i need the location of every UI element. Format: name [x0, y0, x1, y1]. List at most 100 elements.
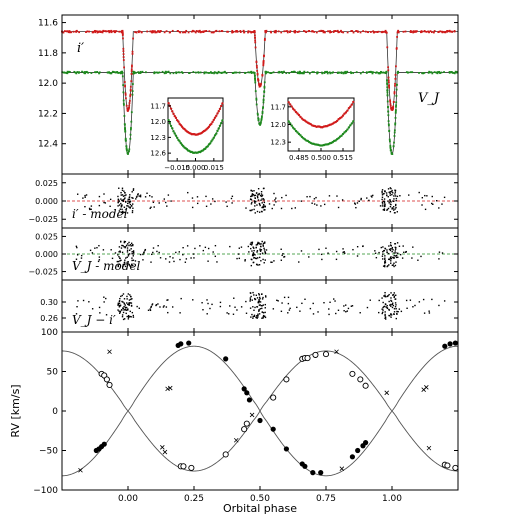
residual-point: [151, 196, 153, 198]
residual-point: [127, 205, 129, 207]
lc-point-1: [285, 72, 288, 75]
lc-point-0: [131, 50, 134, 53]
lc-point-1: [387, 114, 390, 117]
residual-point: [389, 187, 392, 189]
lc-point-0: [367, 31, 370, 34]
residual-point: [151, 303, 154, 305]
lc-point-0: [449, 30, 452, 33]
residual-point: [396, 211, 399, 213]
lc-point-1: [389, 144, 392, 147]
lc-point-0: [453, 30, 456, 33]
lc-point-1: [156, 71, 158, 74]
residual-point: [128, 244, 130, 247]
residual-point: [390, 256, 392, 258]
residual-point: [280, 259, 283, 261]
color-index-label: V_J − i′: [72, 313, 116, 327]
residual-point: [383, 305, 385, 308]
residual-point: [353, 202, 356, 204]
rv-primary-point: [302, 463, 308, 469]
residual-point: [159, 257, 162, 259]
lc-point-0: [99, 30, 101, 33]
lc-point-0: [126, 107, 129, 110]
residual-point: [263, 187, 265, 190]
lc-y-tick-label: 12.4: [38, 140, 58, 150]
residual-point: [391, 306, 394, 309]
residual-point: [260, 193, 263, 195]
lc-point-0: [438, 30, 440, 33]
residual-point: [118, 200, 121, 202]
residual-point: [169, 255, 171, 258]
lc-point-1: [431, 72, 434, 75]
lc-point-1: [81, 70, 83, 73]
residual-point: [207, 247, 210, 250]
lc-point-1: [124, 138, 127, 141]
residual-point: [257, 241, 259, 244]
residual-point: [138, 195, 140, 197]
residual-point: [381, 205, 384, 207]
residual-point: [117, 198, 120, 200]
lc-point-1: [220, 72, 223, 74]
residual-point: [175, 251, 177, 254]
lc-point-0: [324, 31, 326, 34]
inset-point-1: [290, 124, 293, 127]
inset-point-0: [346, 109, 349, 112]
lc-point-0: [261, 74, 264, 77]
residual-point: [438, 258, 440, 260]
residual-point: [391, 189, 393, 192]
residual-point: [344, 252, 346, 254]
lc-point-1: [121, 70, 123, 73]
residual-point: [393, 252, 395, 254]
residual-point: [263, 205, 265, 207]
residual-point: [144, 196, 147, 198]
lc-point-1: [392, 145, 395, 148]
y-tick-label: 0.26: [40, 314, 58, 323]
residual-point: [421, 197, 424, 199]
rv-secondary-point: [283, 376, 290, 383]
lc-point-1: [278, 71, 281, 74]
residual-point: [251, 195, 253, 197]
lc-y-tick-label: 12.2: [38, 109, 58, 119]
residual-point: [401, 257, 404, 259]
residual-point: [382, 209, 385, 211]
rv-y-tick-label: −50: [39, 447, 58, 457]
residual-point: [384, 255, 386, 257]
residual-point: [352, 248, 354, 251]
lc-point-0: [122, 53, 125, 56]
residual-point: [125, 257, 127, 259]
residual-point: [392, 264, 394, 266]
residual-point: [384, 294, 386, 296]
residual-point: [150, 206, 152, 209]
lc-point-1: [422, 72, 425, 75]
lc-point-1: [371, 71, 373, 73]
lc-point-0: [140, 31, 143, 34]
residual-point: [132, 259, 135, 261]
color-index-points: 0.300.26: [40, 291, 458, 323]
inset-point-1: [349, 124, 352, 127]
residual-point: [389, 210, 392, 213]
lc-point-1: [259, 124, 262, 126]
lc-point-0: [75, 29, 78, 32]
lc-point-0: [146, 30, 149, 33]
residual-point: [381, 308, 383, 310]
residual-point: [122, 318, 125, 321]
residual-point: [384, 311, 386, 313]
residual-point: [127, 315, 130, 318]
lc-point-1: [131, 90, 134, 93]
lc-point-1: [98, 71, 101, 74]
residual-point: [391, 208, 393, 210]
lc-point-1: [264, 72, 267, 75]
residual-point: [250, 209, 252, 212]
residual-point: [129, 206, 132, 208]
residual-point: [259, 249, 261, 251]
lc-point-0: [257, 79, 260, 82]
residual-point: [287, 312, 289, 314]
residual-point: [219, 301, 222, 304]
residual-point: [259, 298, 261, 300]
residual-point: [260, 191, 263, 193]
residual-point: [393, 265, 395, 268]
residual-point: [127, 253, 130, 256]
residual-point: [351, 305, 354, 307]
residual-point: [394, 191, 397, 193]
lc-point-1: [436, 71, 439, 73]
lc-point-0: [254, 36, 256, 39]
